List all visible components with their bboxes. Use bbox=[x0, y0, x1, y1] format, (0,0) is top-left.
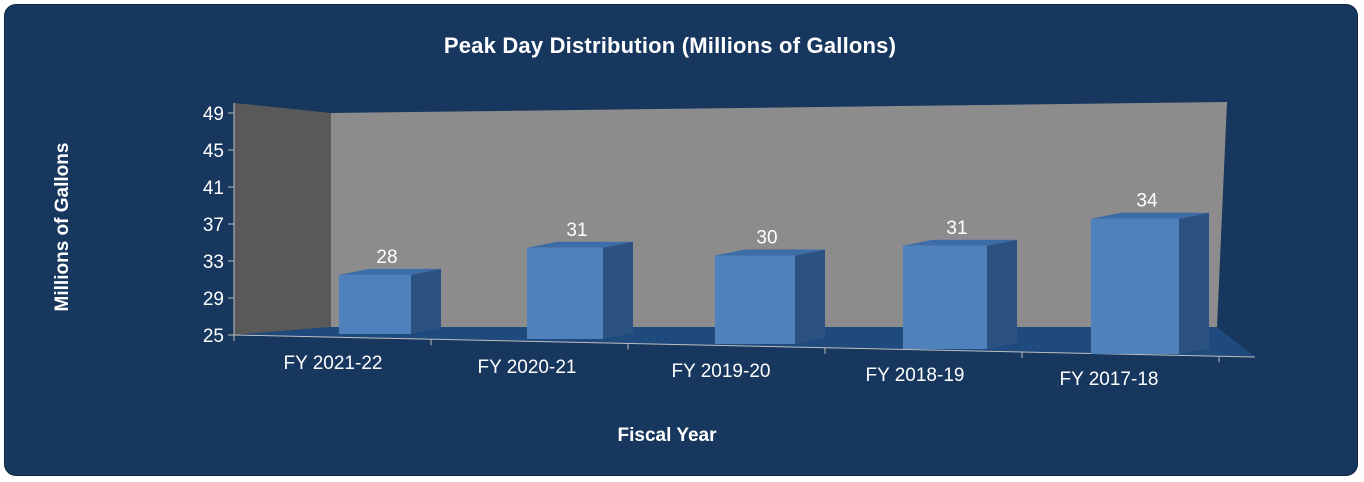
y-tick-label: 25 bbox=[203, 326, 224, 347]
data-labels: 28 31 30 31 34 bbox=[376, 191, 1158, 268]
bar bbox=[339, 268, 441, 334]
x-tick-label: FY 2020-21 bbox=[478, 357, 577, 378]
bar bbox=[527, 241, 633, 339]
bar-top bbox=[1091, 212, 1209, 219]
y-tick-label: 45 bbox=[203, 141, 224, 162]
x-tick-label: FY 2019-20 bbox=[672, 361, 771, 382]
chart-title: Peak Day Distribution (Millions of Gallo… bbox=[443, 33, 897, 58]
chart-side-wall bbox=[234, 103, 331, 335]
bar-side bbox=[603, 241, 633, 339]
y-axis bbox=[228, 103, 235, 336]
y-tick-label: 37 bbox=[203, 215, 224, 236]
y-tick-label: 33 bbox=[203, 252, 224, 273]
bar-front bbox=[1091, 218, 1179, 354]
bar-top bbox=[903, 239, 1017, 246]
bar-side bbox=[987, 239, 1017, 349]
data-label: 31 bbox=[566, 220, 587, 241]
bar-front bbox=[715, 255, 795, 344]
y-tick-labels: 25 29 33 37 41 45 49 bbox=[203, 104, 224, 347]
x-tick-label: FY 2018-19 bbox=[866, 365, 965, 386]
bar-side bbox=[411, 268, 441, 334]
y-tick-label: 41 bbox=[203, 178, 224, 199]
x-tick-labels: FY 2021-22 FY 2020-21 FY 2019-20 FY 2018-19… bbox=[284, 353, 1159, 390]
bar-front bbox=[339, 274, 411, 334]
bar-series bbox=[339, 212, 1209, 354]
bar-top bbox=[715, 249, 825, 256]
x-axis bbox=[233, 334, 1256, 363]
bar-top bbox=[339, 268, 441, 275]
bar bbox=[903, 239, 1017, 349]
data-label: 30 bbox=[756, 228, 777, 249]
x-tick-label: FY 2021-22 bbox=[284, 353, 383, 374]
x-tick-label: FY 2017-18 bbox=[1060, 369, 1159, 390]
x-axis-title: Fiscal Year bbox=[617, 425, 717, 446]
data-label: 28 bbox=[376, 247, 397, 268]
bar-side bbox=[1179, 212, 1209, 354]
bar-side bbox=[795, 249, 825, 344]
y-tick-label: 29 bbox=[203, 289, 224, 310]
bar-top bbox=[527, 241, 633, 248]
bar bbox=[1091, 212, 1209, 354]
bar bbox=[715, 249, 825, 344]
bar-front bbox=[527, 247, 603, 339]
data-label: 34 bbox=[1136, 191, 1158, 212]
y-tick-label: 49 bbox=[203, 104, 224, 125]
chart-frame: 28 31 30 31 34 25 29 33 37 41 45 49 FY 2021-22 FY 2… bbox=[4, 4, 1358, 476]
bar-front bbox=[903, 245, 987, 349]
data-label: 31 bbox=[946, 218, 967, 239]
y-axis-title: Millions of Gallons bbox=[52, 142, 73, 312]
